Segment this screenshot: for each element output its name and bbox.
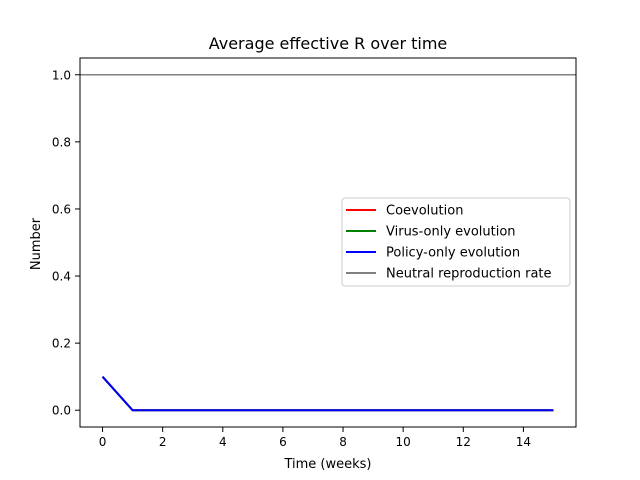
x-tick-label: 4 xyxy=(219,435,227,449)
legend-label: Virus-only evolution xyxy=(386,225,516,240)
series-line-2 xyxy=(101,376,554,412)
y-axis-label: Number xyxy=(29,217,44,270)
axes-frame xyxy=(79,57,577,428)
legend-box xyxy=(341,197,571,287)
x-tick-label: 10 xyxy=(396,435,411,449)
x-tick-label: 8 xyxy=(339,435,347,449)
y-tick-label: 0.8 xyxy=(52,135,71,149)
y-tick-label: 0.4 xyxy=(52,270,71,284)
chart-title: Average effective R over time xyxy=(209,34,448,53)
y-tick-label: 0.2 xyxy=(52,337,71,351)
x-tick-label: 14 xyxy=(516,435,531,449)
y-tick-label: 0.6 xyxy=(52,202,71,216)
y-tick-label: 0.0 xyxy=(52,404,71,418)
legend-label: Coevolution xyxy=(386,204,463,219)
x-axis-label: Time (weeks) xyxy=(283,457,371,472)
plot-area: 0 2 4 6 8 10 12 14 0.0 0.2 0.4 0.6 0.8 1.0 xyxy=(52,57,577,449)
legend-label: Neutral reproduction rate xyxy=(386,267,552,282)
x-tick-label: 6 xyxy=(279,435,287,449)
x-tick-label: 0 xyxy=(99,435,107,449)
x-tick-label: 12 xyxy=(456,435,471,449)
x-tick-label: 2 xyxy=(159,435,167,449)
legend-label: Policy-only evolution xyxy=(386,246,520,261)
legend: Coevolution Virus-only evolution Policy-on… xyxy=(341,197,571,287)
y-tick-label: 1.0 xyxy=(52,68,71,82)
